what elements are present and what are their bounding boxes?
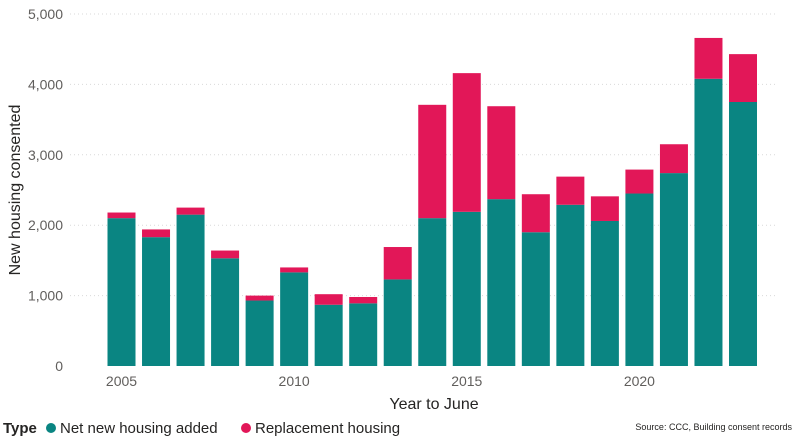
bar-replacement-housing — [107, 212, 136, 219]
legend-swatch-replacement — [241, 423, 251, 433]
bar-replacement-housing — [521, 194, 550, 233]
x-tick-label: 2005 — [106, 373, 137, 389]
bar-net-new-housing — [521, 232, 550, 366]
bar-replacement-housing — [452, 73, 481, 212]
bar-net-new-housing — [556, 204, 585, 366]
bar-net-new-housing — [211, 258, 240, 366]
x-tick-label: 2015 — [451, 373, 482, 389]
bar-net-new-housing — [729, 102, 757, 366]
bar-replacement-housing — [314, 294, 343, 305]
bar-replacement-housing — [729, 54, 757, 102]
bar-replacement-housing — [659, 144, 688, 174]
y-tick-label: 2,000 — [28, 217, 63, 233]
x-axis-title: Year to June — [389, 396, 478, 413]
bars — [107, 37, 757, 366]
bar-net-new-housing — [487, 199, 516, 366]
bar-net-new-housing — [245, 300, 274, 366]
y-axis-title: New housing consented — [7, 105, 24, 276]
y-tick-label: 0 — [55, 358, 63, 374]
legend-label-replacement: Replacement housing — [255, 420, 400, 437]
bar-net-new-housing — [176, 214, 205, 366]
bar-net-new-housing — [142, 237, 171, 366]
legend-title: Type — [3, 420, 37, 437]
y-tick-label: 4,000 — [28, 76, 63, 92]
y-tick-label: 1,000 — [28, 288, 63, 304]
bar-replacement-housing — [245, 295, 274, 301]
bar-replacement-housing — [625, 169, 654, 194]
bar-replacement-housing — [383, 247, 412, 280]
source-note: Source: CCC, Building consent records — [635, 422, 792, 432]
bar-net-new-housing — [107, 218, 136, 366]
bar-net-new-housing — [314, 304, 343, 366]
y-tick-label: 5,000 — [28, 6, 63, 22]
legend-swatch-net-new — [46, 423, 56, 433]
bar-net-new-housing — [280, 272, 309, 366]
bar-replacement-housing — [211, 250, 240, 259]
bar-net-new-housing — [625, 193, 654, 366]
legend: Type Net new housing added Replacement h… — [3, 420, 400, 437]
bar-replacement-housing — [418, 104, 447, 219]
x-tick-label: 2010 — [279, 373, 310, 389]
legend-label-net-new: Net new housing added — [60, 420, 218, 437]
bar-net-new-housing — [349, 303, 378, 366]
bar-net-new-housing — [694, 78, 723, 366]
bar-net-new-housing — [452, 211, 481, 366]
y-axis-ticks: 0 1,000 2,000 3,000 4,000 5,000 — [28, 6, 63, 374]
bar-net-new-housing — [659, 173, 688, 366]
x-axis-ticks: 2005 2010 2015 2020 — [106, 373, 655, 389]
bar-net-new-housing — [590, 220, 619, 366]
bar-replacement-housing — [142, 229, 171, 238]
bar-replacement-housing — [694, 37, 723, 79]
bar-net-new-housing — [418, 218, 447, 366]
bar-replacement-housing — [280, 267, 309, 273]
x-tick-label: 2020 — [624, 373, 655, 389]
bar-replacement-housing — [487, 106, 516, 200]
bar-replacement-housing — [590, 196, 619, 221]
y-tick-label: 3,000 — [28, 147, 63, 163]
bar-net-new-housing — [383, 279, 412, 366]
bar-replacement-housing — [349, 297, 378, 304]
bar-replacement-housing — [556, 176, 585, 205]
bar-replacement-housing — [176, 207, 205, 215]
